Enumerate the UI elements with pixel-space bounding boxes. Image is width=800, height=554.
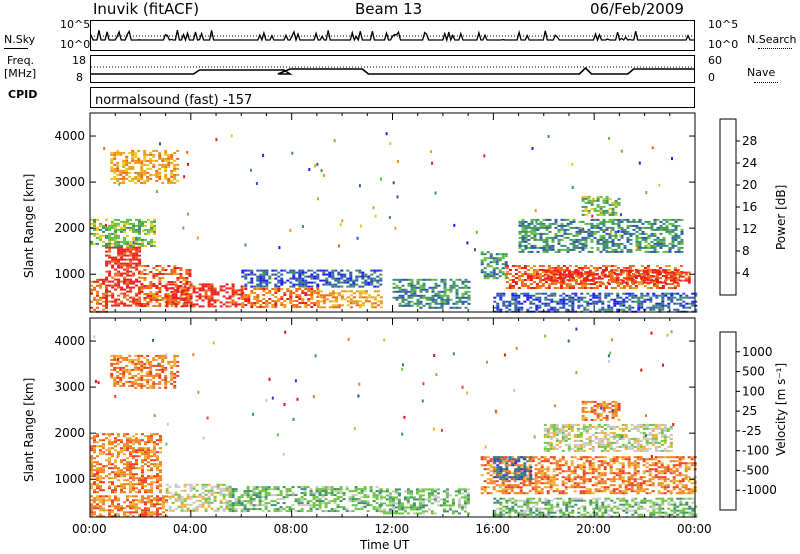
nsearch-legend-line [758, 48, 792, 49]
data-region-10 [493, 497, 698, 518]
data-region-4 [90, 495, 168, 518]
data-region-5 [379, 488, 470, 515]
data-region-2 [140, 265, 192, 307]
power-panel: 1000 2000 3000 4000 [54, 112, 698, 313]
data-region-8 [241, 269, 383, 288]
xlabel: Time UT [360, 538, 410, 552]
y-tick-label: 3000 [54, 380, 85, 394]
y-tick-label: 1000 [54, 472, 85, 486]
data-region-3 [228, 486, 382, 513]
power-colorbar: 4 8 12 16 20 24 28 [719, 118, 757, 296]
date-title: 06/Feb/2009 [590, 0, 684, 18]
data-region-0 [90, 433, 162, 494]
y-tick-label: 4000 [54, 129, 85, 143]
data-region-5 [316, 290, 383, 309]
beam-title: Beam 13 [355, 0, 423, 18]
data-region-6 [480, 456, 697, 495]
nave-label: Nave [747, 66, 776, 79]
nave-legend-line [754, 82, 778, 83]
x-tick-label: 08:00 [273, 522, 309, 536]
data-region-12 [543, 269, 691, 284]
scatter-points [93, 327, 675, 459]
data-region-9 [581, 400, 621, 421]
power-colorbar-label: Power [dB] [774, 184, 788, 250]
data-region-4 [241, 288, 320, 308]
colorbar-tick-label: 24 [742, 156, 757, 170]
data-region-7 [493, 456, 533, 481]
power-ylabel: Slant Range [km] [22, 173, 36, 278]
data-region-15 [493, 292, 698, 313]
colorbar-tick-label: 500 [742, 365, 765, 379]
colorbar-tick-label: 16 [742, 200, 757, 214]
y-tick-label: 4000 [54, 334, 85, 348]
velocity-colorbar: 1000 500 100 25 -25 -100 -500 -1000 [719, 331, 777, 511]
colorbar-tick-label: 25 [742, 404, 757, 418]
freq-strip [90, 55, 695, 83]
cpid-label: CPID [8, 88, 38, 101]
nave-tick-bottom: 0 [708, 71, 715, 84]
colorbar-tick-label: 8 [742, 244, 750, 258]
colorbar-tick-label: 1000 [742, 345, 773, 359]
nsky-strip [90, 20, 695, 51]
x-tick-label: 16:00 [475, 522, 510, 536]
cpid-strip [90, 87, 695, 108]
freq-trace [91, 66, 694, 75]
data-region-10 [480, 251, 508, 280]
x-tick-label: 12:00 [374, 522, 410, 536]
freq-tick-top: 18 [72, 54, 86, 67]
freq-tick-bottom: 8 [76, 71, 83, 84]
x-tick-label: 04:00 [172, 522, 208, 536]
colorbar-tick-label: -25 [742, 424, 762, 438]
nsearch-tick-top: 10^5 [708, 18, 739, 31]
nsky-legend-line [4, 48, 28, 49]
nsky-tick-top: 10^5 [60, 18, 91, 31]
colorbar-frame [719, 118, 737, 296]
data-region-2 [165, 483, 232, 512]
data-region-1 [110, 354, 180, 389]
station-title: Inuvik (fitACF) [93, 0, 200, 18]
data-region-13 [518, 218, 684, 253]
nave-tick-top: 60 [708, 54, 722, 67]
data-region-9 [392, 278, 471, 309]
scatter-points [103, 132, 673, 253]
colorbar-tick-label: 28 [742, 134, 757, 148]
y-tick-label: 3000 [54, 175, 85, 189]
y-tick-label: 2000 [54, 426, 85, 440]
y-tick-label: 1000 [54, 267, 85, 281]
colorbar-tick-label: 4 [742, 266, 750, 280]
colorbar-tick-label: 12 [742, 222, 757, 236]
x-tick-label: 20:00 [576, 522, 611, 536]
data-region-14 [581, 195, 621, 216]
x-tick-label: 00:00 [677, 522, 712, 536]
data-region-3 [165, 283, 244, 308]
freq-label: Freq. [7, 54, 35, 67]
data-region-0 [90, 278, 108, 313]
freq-units-label: [MHz] [4, 67, 37, 80]
colorbar-tick-label: 100 [742, 384, 765, 398]
nsky-trace [90, 29, 694, 43]
colorbar-tick-label: 20 [742, 178, 757, 192]
data-region-6 [90, 218, 156, 247]
colorbar-tick-label: -1000 [742, 483, 777, 497]
velocity-ylabel: Slant Range [km] [22, 377, 36, 482]
colorbar-tick-label: -500 [742, 463, 769, 477]
data-region-7 [110, 149, 180, 184]
nsearch-label: N.Search [747, 33, 797, 46]
data-region-8 [543, 423, 673, 452]
colorbar-frame [719, 331, 737, 511]
y-tick-label: 2000 [54, 221, 85, 235]
cpid-text: normalsound (fast) -157 [95, 93, 253, 108]
data-region-1 [105, 246, 142, 307]
nsearch-tick-bottom: 10^0 [708, 38, 739, 51]
strip-traces [90, 29, 694, 75]
colorbar-tick-label: -100 [742, 444, 769, 458]
x-tick-label: 00:00 [72, 522, 107, 536]
nsky-tick-bottom: 10^0 [60, 38, 91, 51]
nsky-label: N.Sky [4, 33, 36, 46]
velocity-colorbar-label: Velocity [m s⁻¹] [774, 362, 788, 456]
velocity-panel: 1000 2000 3000 4000 [54, 317, 698, 518]
